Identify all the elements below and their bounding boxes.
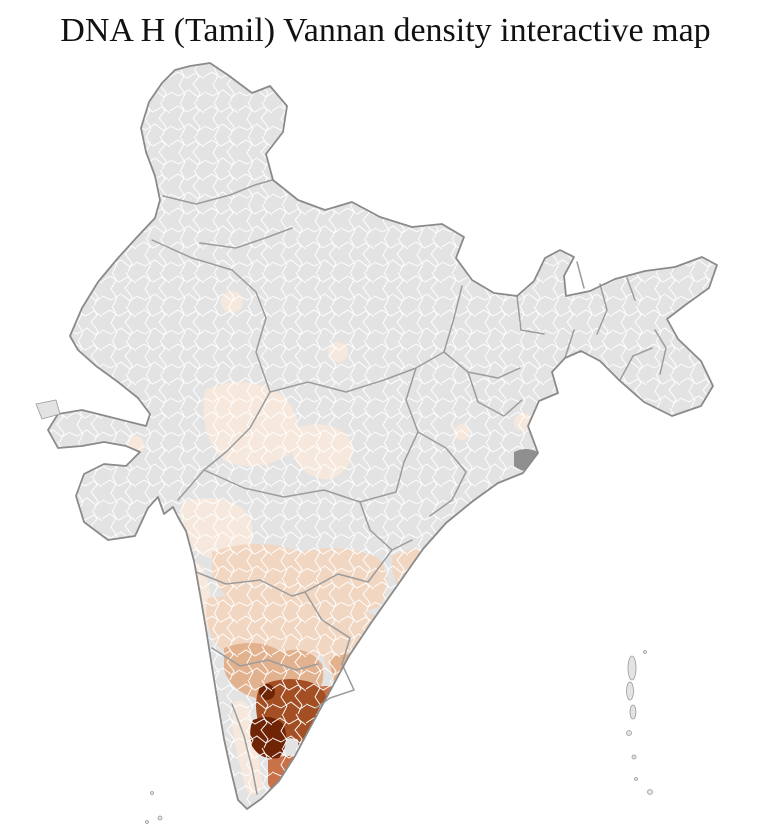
state-line [516, 295, 545, 335]
country-outline [47, 62, 718, 810]
state-line [211, 647, 319, 671]
district-grid-overlay [48, 63, 717, 809]
state-line [443, 285, 463, 353]
state-line [269, 351, 445, 393]
state-line [304, 501, 413, 593]
state-line [199, 227, 293, 249]
state-line [315, 689, 355, 709]
state-line [203, 461, 405, 503]
lakshadweep-islands[interactable] [145, 791, 163, 824]
page-title: DNA H (Tamil) Vannan density interactive… [60, 12, 711, 49]
state-boundaries [151, 179, 667, 795]
state-line [231, 269, 267, 319]
andaman-nicobar-islands[interactable] [626, 650, 653, 795]
state-line [403, 367, 419, 463]
state-line [195, 571, 306, 597]
state-line [443, 351, 523, 417]
state-line [162, 179, 273, 205]
state-line [417, 431, 467, 517]
state-line [564, 261, 667, 381]
kutch-west-islet[interactable] [35, 399, 61, 420]
state-line [304, 591, 355, 691]
state-line [231, 703, 258, 795]
state-line [151, 239, 233, 271]
